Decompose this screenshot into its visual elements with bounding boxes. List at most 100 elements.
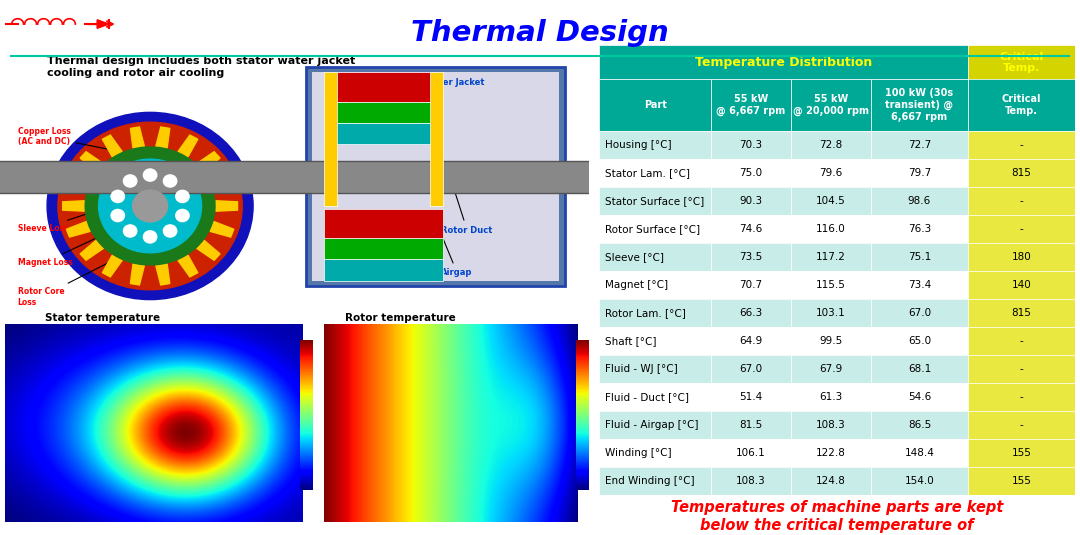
Text: 54.6: 54.6	[908, 392, 931, 402]
Bar	[791, 243, 870, 271]
Bar	[968, 383, 1075, 411]
Bar	[870, 383, 968, 411]
Circle shape	[163, 175, 177, 187]
Text: 67.0: 67.0	[740, 364, 762, 374]
Polygon shape	[210, 221, 234, 237]
Text: Shaft [°C]: Shaft [°C]	[605, 336, 657, 346]
Bar	[599, 299, 711, 327]
Text: 76.3: 76.3	[908, 224, 931, 234]
Bar	[599, 327, 711, 355]
Bar	[870, 439, 968, 467]
Text: Fluid - Duct [°C]: Fluid - Duct [°C]	[605, 392, 689, 402]
Bar	[599, 355, 711, 383]
Bar	[968, 327, 1075, 355]
Text: 180: 180	[1012, 252, 1031, 262]
Bar	[0, 160, 618, 193]
Bar	[711, 187, 791, 215]
Bar	[870, 243, 968, 271]
Bar	[968, 299, 1075, 327]
Polygon shape	[156, 127, 170, 148]
Bar	[324, 209, 443, 238]
Text: -: -	[1020, 364, 1023, 374]
Text: 815: 815	[1012, 168, 1031, 178]
Polygon shape	[103, 255, 122, 277]
Polygon shape	[66, 175, 91, 190]
Bar	[599, 159, 711, 187]
Text: Thermal Design: Thermal Design	[411, 19, 669, 47]
Text: Critical
Temp.: Critical Temp.	[1001, 94, 1041, 116]
Text: 70.7: 70.7	[740, 280, 762, 290]
Text: -: -	[1020, 196, 1023, 206]
Text: 51.4: 51.4	[740, 392, 762, 402]
Bar	[968, 467, 1075, 495]
Bar	[791, 411, 870, 439]
Bar	[711, 299, 791, 327]
Text: 75.0: 75.0	[740, 168, 762, 178]
Bar	[324, 259, 443, 281]
Circle shape	[58, 122, 242, 290]
Bar	[711, 271, 791, 299]
Bar	[711, 131, 791, 159]
Bar	[791, 159, 870, 187]
Bar	[599, 187, 711, 215]
Text: 140: 140	[1012, 280, 1031, 290]
Bar	[306, 67, 565, 286]
Text: Fluid - WJ [°C]: Fluid - WJ [°C]	[605, 364, 678, 374]
Text: Rotor Core
Loss: Rotor Core Loss	[17, 256, 121, 307]
Bar	[711, 243, 791, 271]
Text: 116.0: 116.0	[816, 224, 846, 234]
Bar	[711, 467, 791, 495]
Text: 72.8: 72.8	[820, 140, 842, 150]
Circle shape	[111, 209, 124, 221]
Bar	[791, 355, 870, 383]
Text: 148.4: 148.4	[905, 448, 934, 458]
Text: 122.8: 122.8	[815, 448, 846, 458]
Bar	[312, 72, 559, 281]
Text: Rotor temperature
distribution - Rated: Rotor temperature distribution - Rated	[342, 313, 458, 334]
Bar	[791, 439, 870, 467]
Circle shape	[85, 147, 215, 265]
Text: 61.3: 61.3	[820, 392, 842, 402]
Bar	[324, 238, 443, 259]
Polygon shape	[178, 135, 198, 157]
Text: 98.6: 98.6	[908, 196, 931, 206]
Bar	[870, 159, 968, 187]
Text: Rotor Lam. [°C]: Rotor Lam. [°C]	[605, 308, 686, 318]
Polygon shape	[178, 255, 198, 277]
Text: Magnet Loss: Magnet Loss	[17, 236, 102, 266]
Polygon shape	[131, 264, 145, 285]
Text: Water Jacket: Water Jacket	[388, 79, 484, 87]
Circle shape	[144, 169, 157, 181]
Bar	[968, 45, 1075, 495]
Bar	[791, 383, 870, 411]
Polygon shape	[156, 264, 170, 285]
Text: 79.6: 79.6	[820, 168, 842, 178]
Bar	[870, 355, 968, 383]
Circle shape	[133, 190, 167, 222]
Polygon shape	[80, 152, 104, 172]
Text: 79.7: 79.7	[908, 168, 931, 178]
Polygon shape	[80, 240, 104, 260]
Bar	[324, 72, 443, 102]
Text: 72.7: 72.7	[908, 140, 931, 150]
Text: 155: 155	[1012, 448, 1031, 458]
Bar	[599, 45, 968, 79]
Text: 73.4: 73.4	[908, 280, 931, 290]
Bar	[870, 79, 968, 131]
Circle shape	[176, 209, 189, 221]
Bar	[968, 243, 1075, 271]
Text: 106.1: 106.1	[737, 448, 766, 458]
Text: Winding [°C]: Winding [°C]	[605, 448, 672, 458]
Text: 74.6: 74.6	[740, 224, 762, 234]
Bar	[599, 383, 711, 411]
Bar	[599, 243, 711, 271]
Text: -: -	[1020, 336, 1023, 346]
Polygon shape	[216, 201, 238, 211]
Text: 108.3: 108.3	[737, 476, 766, 486]
Bar	[791, 271, 870, 299]
Polygon shape	[103, 135, 122, 157]
Text: 67.0: 67.0	[908, 308, 931, 318]
Polygon shape	[66, 221, 91, 237]
Bar	[968, 159, 1075, 187]
Text: End Winding [°C]: End Winding [°C]	[605, 476, 694, 486]
